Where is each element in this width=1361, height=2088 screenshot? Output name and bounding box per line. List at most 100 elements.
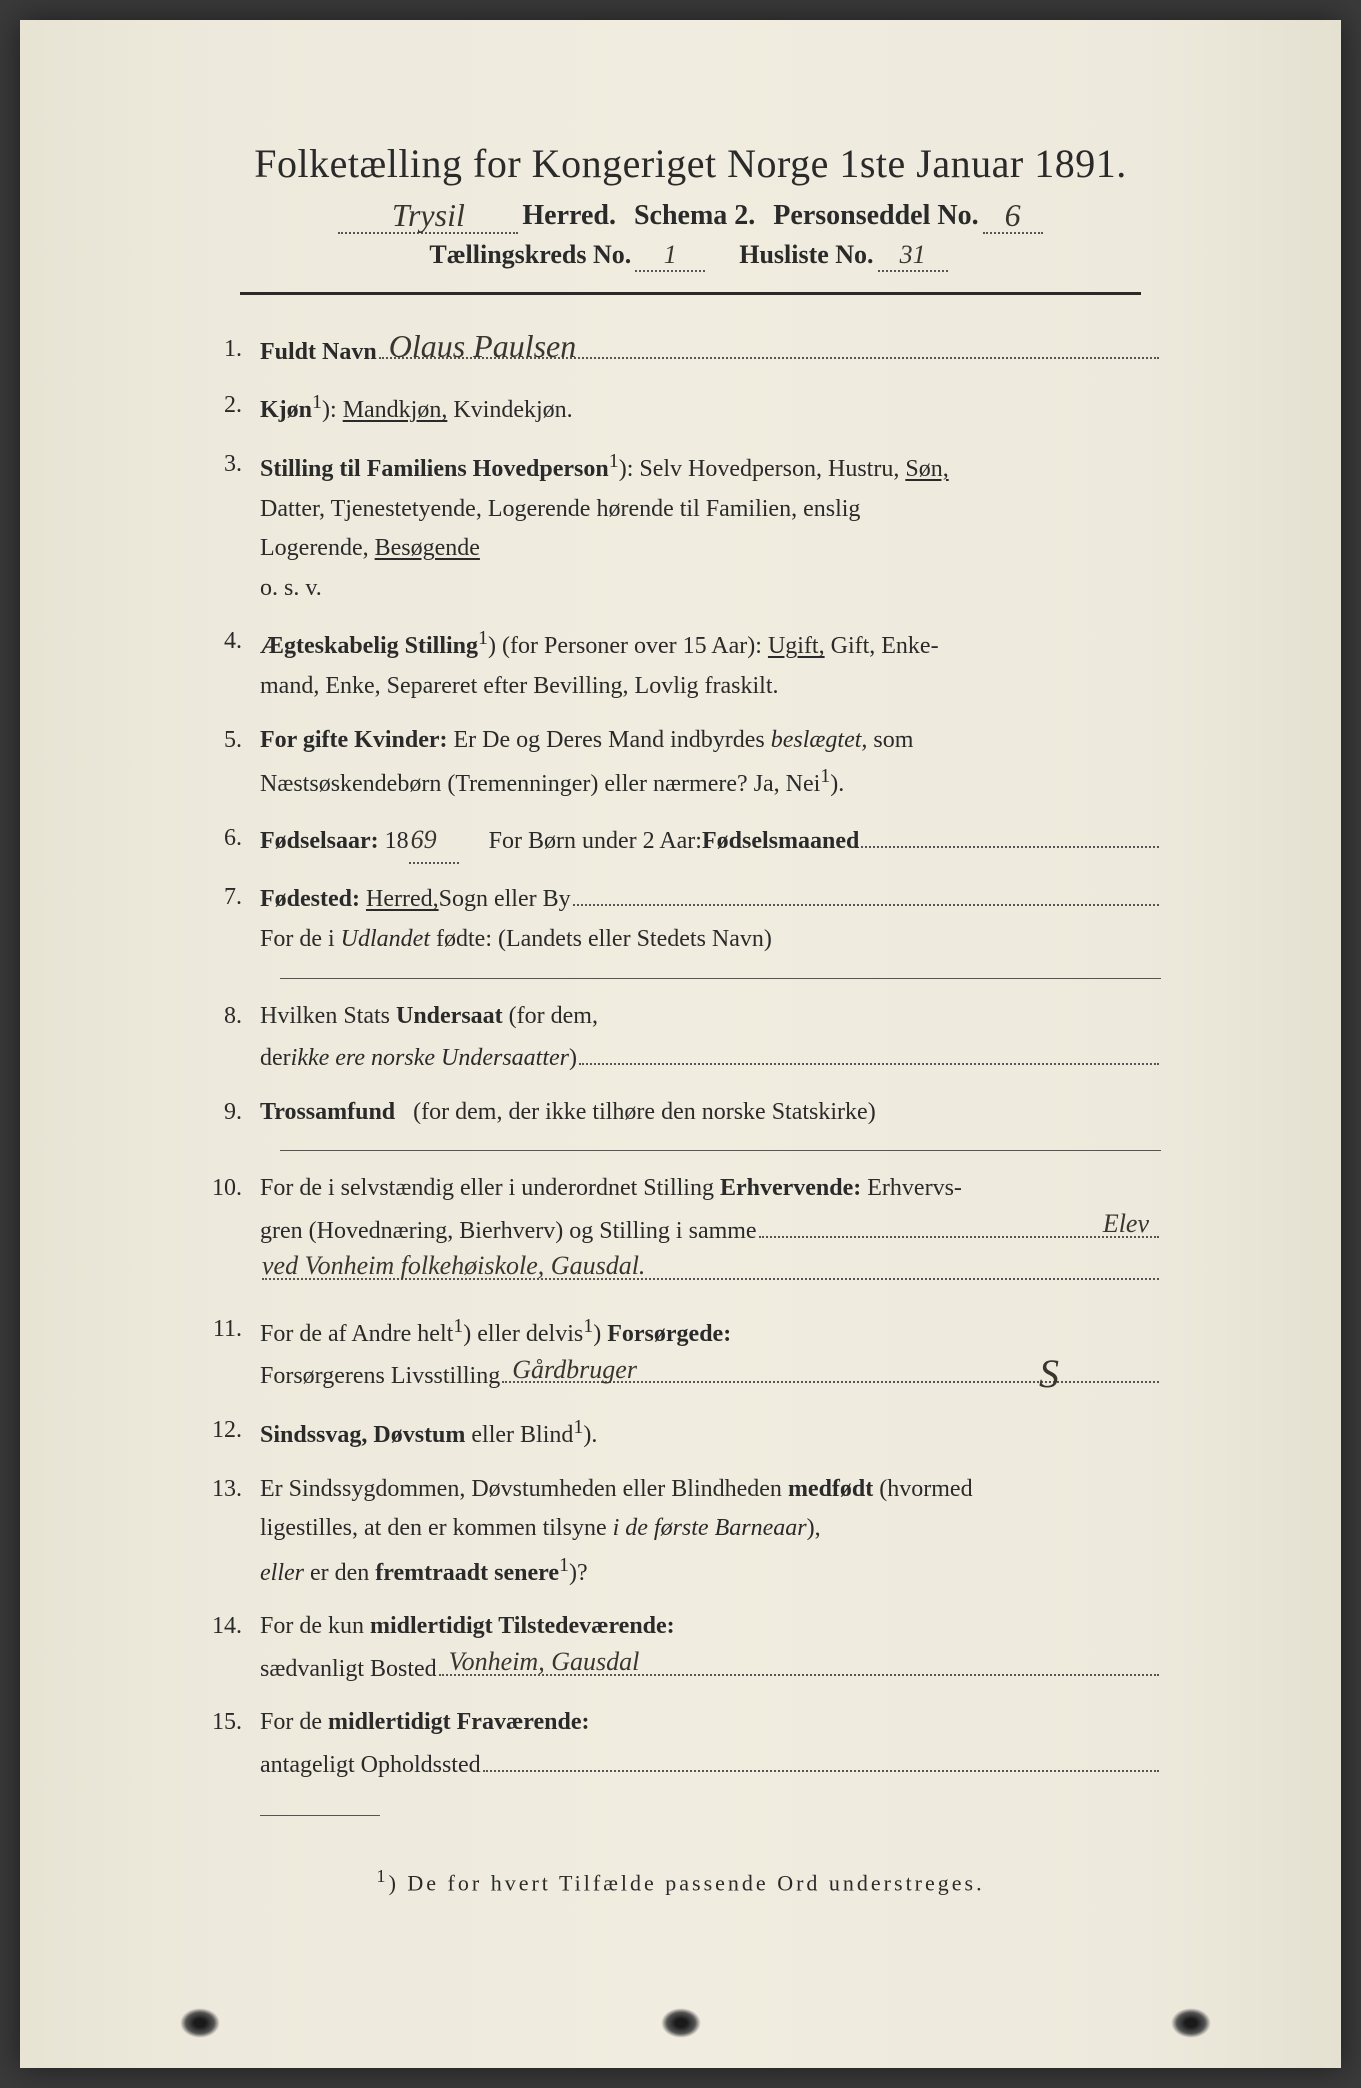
row-13-line2b: i de første Barneaar [613, 1515, 807, 1541]
row-10-value2: ved Vonheim folkehøiskole, Gausdal. [262, 1245, 645, 1288]
kreds-label: Tællingskreds No. [429, 240, 631, 270]
row-13-line3d: )? [569, 1560, 588, 1586]
personseddel-field: 6 [983, 195, 1043, 234]
footnote: 1) De for hvert Tilfælde passende Ord un… [200, 1866, 1161, 1896]
husliste-no: 31 [900, 240, 926, 269]
row-15-field [483, 1743, 1159, 1772]
row-5-end: ). [830, 771, 844, 797]
row-2-kvindekjon: Kvindekjøn. [453, 397, 572, 423]
row-15: 15. For de midlertidigt Fraværende: anta… [200, 1703, 1161, 1785]
row-14-text: For de kun [260, 1613, 370, 1639]
row-11-field: Gårdbruger S [502, 1355, 1159, 1384]
row-8-label: Undersaat [396, 1003, 503, 1029]
row-11-text2: ) eller delvis [463, 1321, 583, 1347]
row-2-label: Kjøn [260, 397, 312, 423]
row-6-num: 6. [200, 819, 260, 859]
subtitle-row-1: Trysil Herred. Schema 2. Personseddel No… [180, 195, 1201, 234]
row-2-num: 2. [200, 386, 260, 426]
row-1-label: Fuldt Navn [260, 333, 377, 373]
herred-value: Trysil [392, 197, 465, 233]
row-5-beslagtet: beslægtet, [771, 727, 868, 753]
row-5-sup: 1 [820, 765, 830, 787]
husliste-field: 31 [878, 240, 948, 272]
row-10-text2: Erhvervs- [861, 1175, 962, 1201]
row-2: 2. Kjøn1): Mandkjøn, Kvindekjøn. [200, 386, 1161, 431]
row-3-line4: o. s. v. [260, 569, 1161, 609]
row-1-field: Olaus Paulsen [379, 330, 1159, 359]
schema-label: Schema 2. [634, 200, 755, 232]
row-10: 10. For de i selvstændig eller i underor… [200, 1169, 1161, 1280]
row-1-num: 1. [200, 330, 260, 370]
row-7-udlandet: Udlandet [341, 926, 430, 952]
row-6-label2: Fødselsmaaned [702, 822, 859, 862]
punch-hole-1 [180, 2008, 220, 2038]
row-8-text1: Hvilken Stats [260, 1003, 396, 1029]
row-3-sup: 1 [609, 450, 619, 472]
row-11-line2: Forsørgerens Livsstilling [260, 1357, 500, 1397]
row-5-num: 5. [200, 721, 260, 761]
row-1-value: Olaus Paulsen [389, 320, 577, 373]
personseddel-no: 6 [1005, 197, 1021, 233]
row-12-label: Sindssvag, Døvstum [260, 1422, 465, 1448]
herred-label: Herred. [522, 200, 616, 232]
row-11-text1: For de af Andre helt [260, 1321, 453, 1347]
row-4: 4. Ægteskabelig Stilling1) (for Personer… [200, 622, 1161, 706]
row-8: 8. Hvilken Stats Undersaat (for dem, der… [200, 997, 1161, 1079]
row-13-label: medfødt [788, 1476, 873, 1502]
row-2-colon: ): [322, 397, 337, 423]
row-13-text1: Er Sindssygdommen, Døvstumheden eller Bl… [260, 1476, 788, 1502]
footnote-text: ) De for hvert Tilfælde passende Ord und… [389, 1871, 985, 1896]
row-9-num: 9. [200, 1093, 260, 1133]
row-13-text2: (hvormed [873, 1476, 972, 1502]
row-4-rest1: Gift, Enke- [825, 633, 939, 659]
row-8-num: 8. [200, 997, 260, 1037]
row-11-num: 11. [200, 1310, 260, 1350]
row-6-label: Fødselsaar: [260, 822, 379, 862]
row-7: 7. Fødested: Herred, Sogn eller By For d… [200, 878, 1161, 960]
row-2-sup: 1 [312, 391, 322, 413]
footnote-rule [260, 1815, 380, 1816]
row-7-num: 7. [200, 878, 260, 918]
row-6-mid: For Børn under 2 Aar: [489, 822, 702, 862]
row-9-label: Trossamfund [260, 1099, 395, 1125]
header-rule [240, 292, 1141, 295]
row-5-text1: Er De og Deres Mand indbyrdes [454, 727, 771, 753]
row-13-sup: 1 [559, 1554, 569, 1576]
row-14-num: 14. [200, 1607, 260, 1647]
row-14-field: Vonheim, Gausdal [439, 1647, 1159, 1676]
husliste-label: Husliste No. [739, 240, 873, 270]
section-rule-2 [280, 1150, 1161, 1151]
row-2-mandkjon: Mandkjøn, [343, 397, 448, 423]
row-1: 1. Fuldt Navn Olaus Paulsen [200, 330, 1161, 372]
row-15-num: 15. [200, 1703, 260, 1743]
row-7-field [573, 878, 1159, 907]
row-9: 9. Trossamfund (for dem, der ikke tilhør… [200, 1093, 1161, 1133]
main-title: Folketælling for Kongeriget Norge 1ste J… [180, 140, 1201, 187]
row-11-value: Gårdbruger [512, 1349, 637, 1392]
row-10-label: Erhvervende: [720, 1175, 861, 1201]
row-14-value: Vonheim, Gausdal [449, 1641, 640, 1684]
row-14-label: midlertidigt Tilstedeværende: [370, 1613, 675, 1639]
row-6-year: 69 [409, 819, 459, 864]
row-4-num: 4. [200, 622, 260, 662]
footnote-sup: 1 [376, 1866, 388, 1886]
row-13-line3b: er den [304, 1560, 375, 1586]
row-12-end: ). [583, 1422, 597, 1448]
row-15-label: midlertidigt Fraværende: [328, 1709, 590, 1735]
row-7-label: Fødested: [260, 880, 360, 920]
row-3: 3. Stilling til Familiens Hovedperson1):… [200, 445, 1161, 608]
row-11-text3: ) [593, 1321, 607, 1347]
row-10-value1: Elev [1103, 1203, 1149, 1246]
row-6: 6. Fødselsaar: 1869 For Børn under 2 Aar… [200, 819, 1161, 864]
row-8-line2a: der [260, 1039, 291, 1079]
row-3-colon: ): [619, 456, 634, 482]
row-13-line2a: ligestilles, at den er kommen tilsyne [260, 1515, 613, 1541]
census-form-page: Folketælling for Kongeriget Norge 1ste J… [20, 20, 1341, 2068]
section-rule-1 [280, 978, 1161, 979]
row-5: 5. For gifte Kvinder: Er De og Deres Man… [200, 721, 1161, 805]
row-5-line2: Næstsøskendebørn (Tremenninger) eller næ… [260, 771, 820, 797]
row-5-label: For gifte Kvinder: [260, 727, 448, 753]
row-11: 11. For de af Andre helt1) eller delvis1… [200, 1310, 1161, 1397]
kreds-no: 1 [664, 240, 677, 269]
row-11-sup2: 1 [583, 1315, 593, 1337]
